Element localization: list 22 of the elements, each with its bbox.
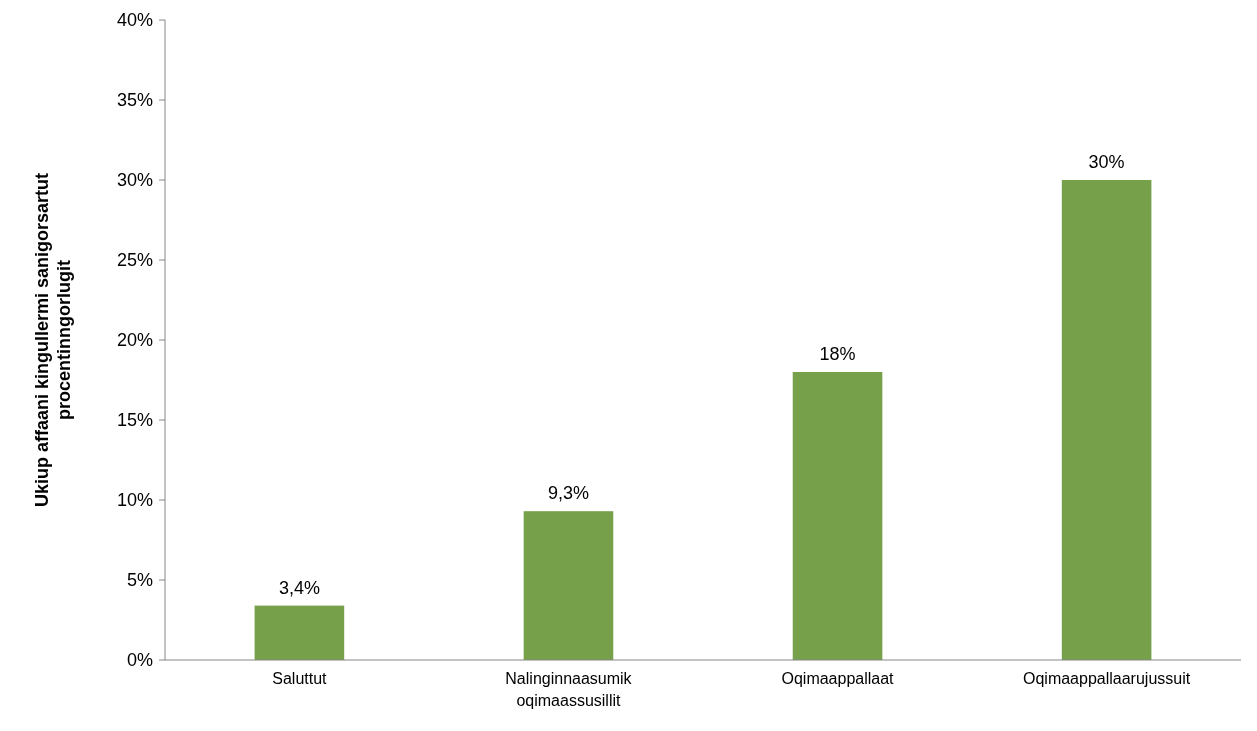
y-tick-label: 30% <box>116 170 153 191</box>
data-label: 18% <box>819 344 856 364</box>
y-tick-label: 0% <box>126 650 153 671</box>
bar <box>1061 180 1152 660</box>
y-tick-label: 20% <box>116 330 153 351</box>
data-label: 30% <box>1088 152 1125 172</box>
data-label: 3,4% <box>278 577 320 598</box>
y-tick-label: 5% <box>126 570 153 591</box>
y-tick-label: 35% <box>116 90 153 111</box>
y-tick-label: 10% <box>116 490 153 511</box>
y-axis-title: Ukiup affaani kingullermi sanigorsartut procentinngorlugit <box>32 172 74 508</box>
x-tick-label: Saluttut <box>272 670 328 687</box>
y-tick-label: 40% <box>116 10 153 31</box>
y-tick-label: 25% <box>116 250 153 271</box>
bar <box>792 372 883 660</box>
x-tick-label: Oqimaappallaarujussuit <box>1023 670 1191 687</box>
bar <box>254 605 345 660</box>
data-label: 9,3% <box>547 483 589 504</box>
x-tick-label: Oqimaappallaat <box>781 670 895 687</box>
bar <box>523 511 614 660</box>
y-tick-label: 15% <box>116 410 153 431</box>
x-tick-label: Nalinginnaasumik oqimaassusillit <box>505 670 633 709</box>
